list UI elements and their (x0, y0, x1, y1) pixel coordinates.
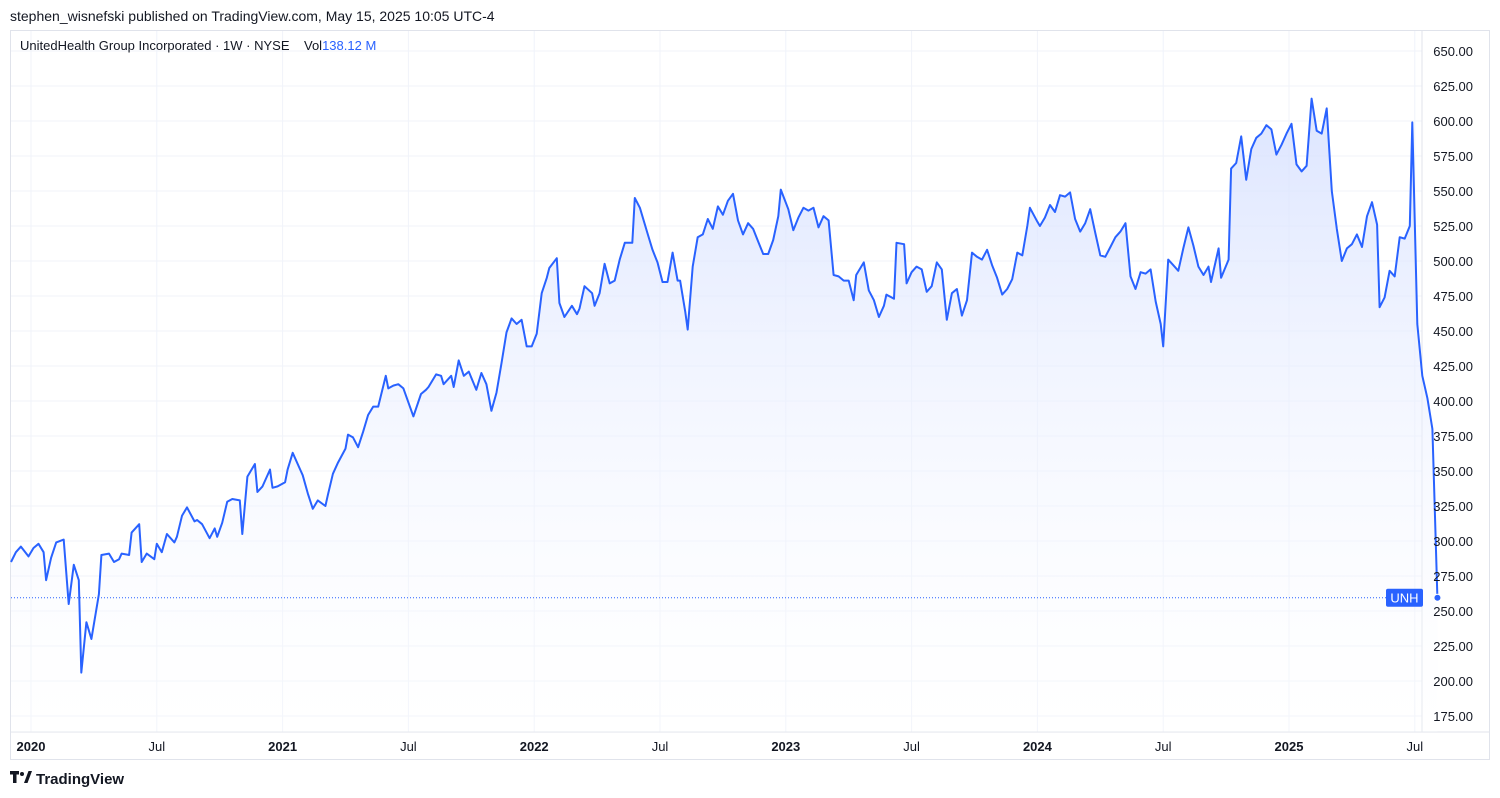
x-tick-label: Jul (148, 739, 165, 754)
price-line (10, 97, 1439, 674)
price-area-fill (11, 98, 1438, 733)
y-tick-label: 175.00 (1433, 709, 1473, 724)
y-tick-label: 375.00 (1433, 429, 1473, 444)
publish-info: stephen_wisnefski published on TradingVi… (10, 8, 495, 24)
y-tick-label: 650.00 (1433, 44, 1473, 59)
x-tick-label: 2024 (1023, 739, 1053, 754)
chart-legend: UnitedHealth Group Incorporated · 1W · N… (20, 38, 376, 53)
x-tick-label: 2025 (1275, 739, 1304, 754)
x-tick-label: 2020 (17, 739, 46, 754)
volume-value: 138.12 M (322, 38, 377, 53)
price-axis[interactable]: 650.00 625.00 600.00 575.00 550.00 525.00 500.… (1433, 44, 1473, 724)
y-tick-label: 300.00 (1433, 534, 1473, 549)
y-tick-label: 525.00 (1433, 219, 1473, 234)
y-tick-label: 325.00 (1433, 499, 1473, 514)
y-tick-label: 475.00 (1433, 289, 1473, 304)
y-tick-label: 500.00 (1433, 254, 1473, 269)
x-tick-label: Jul (903, 739, 920, 754)
y-tick-label: 200.00 (1433, 674, 1473, 689)
price-area (11, 98, 1438, 733)
y-tick-label: 275.00 (1433, 569, 1473, 584)
y-tick-label: 625.00 (1433, 79, 1473, 94)
volume-label: Vol (304, 38, 323, 53)
y-tick-label: 425.00 (1433, 359, 1473, 374)
x-tick-label: Jul (1155, 739, 1172, 754)
instrument-title[interactable]: UnitedHealth Group Incorporated · 1W · N… (20, 38, 290, 53)
brand-footer[interactable]: TradingView (10, 770, 124, 788)
y-tick-label: 350.00 (1433, 464, 1473, 479)
y-tick-label: 450.00 (1433, 324, 1473, 339)
symbol-badge[interactable] (1386, 588, 1423, 607)
y-tick-label: 225.00 (1433, 639, 1473, 654)
x-tick-label: 2021 (268, 739, 297, 754)
brand-name: TradingView (36, 770, 125, 788)
last-price-dot (1433, 593, 1442, 602)
x-tick-label: 2022 (520, 739, 549, 754)
x-tick-label: Jul (400, 739, 417, 754)
tradingview-logo-icon (10, 770, 32, 788)
last-price-marker: UNH (11, 588, 1442, 607)
time-axis[interactable]: 2020 Jul 2021 Jul 2022 Jul 2023 Jul 2024 Jul 2025 J… (17, 739, 1424, 754)
x-tick-label: Jul (1406, 739, 1423, 754)
y-tick-label: 575.00 (1433, 149, 1473, 164)
x-tick-label: Jul (652, 739, 669, 754)
y-tick-label: 400.00 (1433, 394, 1473, 409)
y-tick-label: 550.00 (1433, 184, 1473, 199)
y-tick-label: 250.00 (1433, 604, 1473, 619)
symbol-badge-label: UNH (1390, 591, 1418, 606)
x-tick-label: 2023 (771, 739, 800, 754)
chart-frame (10, 30, 1490, 760)
price-series-line (10, 97, 1439, 674)
y-tick-label: 600.00 (1433, 114, 1473, 129)
